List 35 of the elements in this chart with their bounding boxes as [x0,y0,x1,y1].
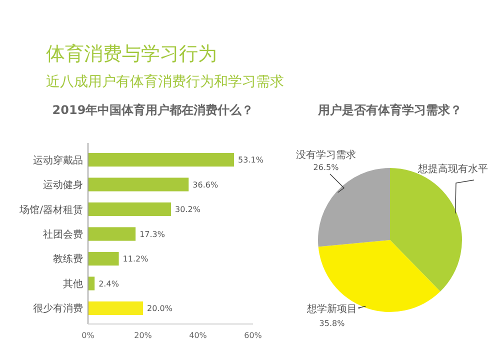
data-label: 17.3% [140,230,166,239]
y-tick-label: 场馆/器材租赁 [18,204,83,216]
data-label: 35.8% [319,319,346,328]
slice-label: 没有学习需求 [296,149,356,161]
data-label: 20.0% [147,304,173,314]
y-tick-label: 运动穿戴品 [33,154,83,166]
bar [88,202,172,216]
bar [88,152,234,167]
text: 近八成用户有体育消费行为和学习需求 [46,73,284,90]
data-label: 53.1% [238,156,264,165]
text: 体育消费与学习行为 [46,43,217,65]
slice-label: 想学新项目 [306,303,357,315]
data-label: 36.6% [192,180,218,190]
data-label: 11.2% [122,254,149,264]
data-label: 26.5% [313,163,340,172]
x-tick-label: 20% [134,331,152,340]
bar [88,276,95,290]
slice-label: 想提高现有水平 [417,163,488,175]
data-label: 30.2% [175,205,201,214]
y-tick-label: 很少有消费 [33,302,83,315]
y-tick-label: 教练费 [53,253,83,266]
y-tick-label: 运动健身 [43,179,83,192]
y-tick-label: 其他 [63,278,83,290]
chart-title: 用户是否有体育学习需求？ [317,103,462,117]
bar [88,252,119,266]
bar [88,178,189,192]
x-tick-label: 0% [82,331,95,340]
chart-title: 2019年中国体育用户都在消费什么？ [52,103,254,117]
y-tick-label: 社团会费 [43,228,83,240]
x-tick-label: 40% [189,331,208,340]
bar [88,227,136,241]
x-tick-label: 60% [244,331,262,340]
pie-slice [318,240,440,312]
data-label: 2.4% [98,279,120,288]
bar [88,301,143,316]
